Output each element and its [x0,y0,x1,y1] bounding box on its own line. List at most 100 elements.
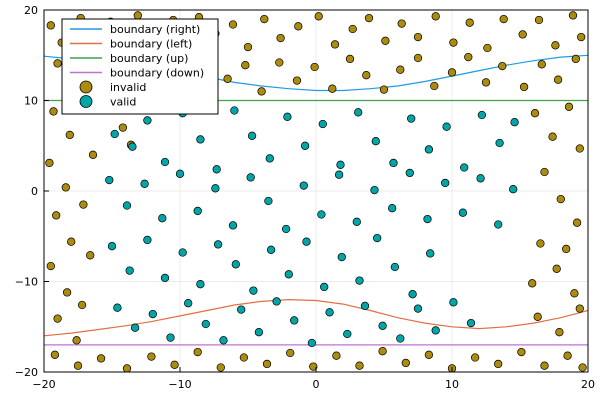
y-axis-ticks: −20 −10 0 10 20 [15,4,49,379]
legend-marker-swatch [79,80,93,94]
invalid-point [67,237,76,246]
invalid-point [555,328,564,337]
invalid-point [96,354,106,363]
valid-point [509,185,518,194]
valid-point [125,266,134,275]
invalid-point [464,52,473,62]
valid-point [213,240,223,249]
invalid-point [570,289,579,298]
y-tick-label: 20 [24,4,38,17]
invalid-point [118,123,128,132]
invalid-point [72,336,81,345]
invalid-point [332,351,341,360]
valid-point [254,328,264,337]
valid-point [148,309,157,319]
valid-point [300,141,310,150]
valid-point [247,131,257,140]
valid-point [405,168,414,178]
valid-point [219,336,228,345]
invalid-point [553,75,563,84]
valid-point [407,114,416,123]
invalid-point [310,62,319,72]
invalid-point [465,18,474,27]
valid-point [283,112,292,121]
valid-point [160,157,170,167]
valid-point [246,173,255,182]
invalid-point [556,194,565,204]
invalid-point [73,361,83,370]
valid-point [370,185,379,195]
invalid-point [314,12,323,21]
invalid-point [292,76,302,85]
valid-point [458,208,468,217]
invalid-point [345,54,355,64]
valid-point [510,118,519,127]
invalid-point [517,347,526,357]
invalid-point [355,361,364,370]
invalid-point [53,314,62,323]
legend-marker-swatch [79,95,93,108]
invalid-point [540,361,549,370]
invalid-point [578,363,587,372]
invalid-point [86,251,95,260]
valid-point [230,106,239,115]
invalid-point [498,61,507,71]
valid-point [158,214,167,223]
legend-label: boundary (down) [110,67,204,80]
invalid-point [309,362,318,371]
x-tick-label: −20 [32,378,55,391]
valid-point [266,245,276,254]
invalid-point [53,59,62,68]
invalid-point [239,353,249,362]
x-axis-ticks: −20 −10 0 10 20 [32,367,595,391]
valid-point [390,262,400,272]
valid-point [336,160,345,169]
invalid-point [571,54,580,64]
valid-point [423,214,432,224]
invalid-point [396,65,405,74]
invalid-point [494,359,503,369]
valid-point [228,221,238,230]
valid-point [160,273,170,283]
valid-point [307,338,317,348]
valid-point [378,321,387,330]
boundary-left-curve [44,298,588,337]
valid-point [249,286,258,295]
invalid-point [540,167,549,177]
invalid-point [79,200,88,209]
invalid-point [61,183,70,192]
valid-point [196,280,205,289]
invalid-point [536,239,545,248]
y-tick-label: −10 [15,276,38,289]
valid-point [441,178,450,188]
legend-label: boundary (left) [110,38,192,51]
invalid-point [257,87,266,96]
invalid-point [430,81,439,91]
valid-point [231,260,240,269]
invalid-point [262,359,272,369]
valid-point [318,119,327,129]
valid-point [466,318,476,328]
invalid-point [133,11,142,20]
valid-point [413,304,423,313]
valid-point [495,138,504,148]
valid-point [396,334,405,343]
valid-point [265,154,274,163]
x-tick-label: 10 [445,378,459,391]
valid-point [355,276,364,285]
invalid-point [528,279,537,288]
invalid-point [518,30,527,39]
valid-point [113,303,122,312]
invalid-point [447,68,457,77]
invalid-point [563,351,572,360]
valid-point [175,169,185,178]
valid-point [290,316,299,325]
invalid-point [431,12,440,21]
y-tick-label: 10 [24,95,38,108]
invalid-point [413,32,423,42]
valid-point [317,210,326,219]
valid-point [337,252,346,262]
valid-point [477,110,487,120]
valid-point [281,224,291,234]
